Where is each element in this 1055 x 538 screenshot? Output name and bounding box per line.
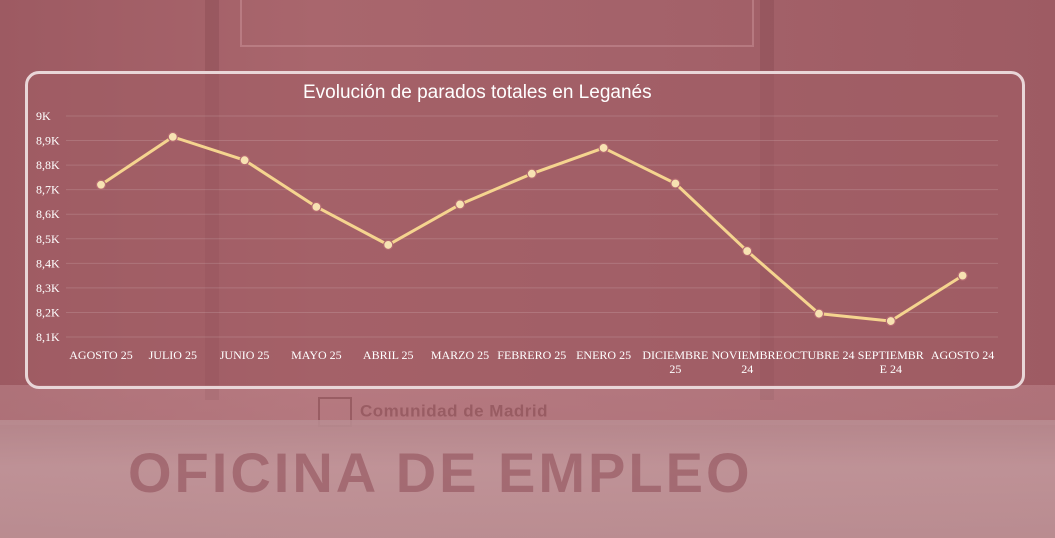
y-tick-label: 8,1K [36, 330, 60, 344]
y-axis-ticks: 8,1K 8,2K 8,3K 8,4K 8,5K 8,6K 8,7K 8,8K 8,9K 9K [36, 109, 60, 344]
background-band [0, 420, 1055, 538]
y-tick-label: 8,4K [36, 256, 60, 270]
brand-text: Comunidad de Madrid [360, 401, 548, 421]
y-tick-label: 8,8K [36, 158, 60, 172]
data-point[interactable] [526, 168, 537, 179]
y-tick-label: 8,5K [36, 232, 60, 246]
y-tick-label: 8,7K [36, 183, 60, 197]
x-tick-label: OCTUBRE 24 [783, 348, 854, 362]
x-tick-label: ABRIL 25 [363, 348, 414, 362]
data-point[interactable] [167, 131, 178, 142]
background-sign-strip [0, 385, 1055, 425]
background-office-sign: OFICINA DE EMPLEO [128, 441, 753, 504]
x-tick-label: JULIO 25 [149, 348, 197, 362]
data-point[interactable] [454, 199, 466, 210]
x-tick-label: JUNIO 25 [220, 348, 270, 362]
data-point[interactable] [957, 270, 968, 281]
series-line [100, 135, 964, 323]
chart-panel [25, 71, 1025, 389]
data-point[interactable] [813, 308, 825, 319]
x-tick-label: ENERO 25 [576, 348, 631, 362]
y-tick-label: 8,2K [36, 305, 60, 319]
background-window-frame [240, 0, 754, 47]
data-point[interactable] [239, 155, 250, 166]
x-tick-label: NOVIEMBRE 24 [712, 348, 783, 376]
x-tick-label: SEPTIEMBR E 24 [858, 348, 924, 376]
data-point[interactable] [598, 142, 609, 154]
x-tick-label: DICIEMBRE 25 [642, 348, 708, 376]
chart-grid [66, 115, 998, 338]
y-tick-label: 8,3K [36, 281, 60, 295]
data-point[interactable] [95, 179, 107, 190]
data-point[interactable] [311, 201, 322, 212]
data-point[interactable] [885, 315, 896, 327]
x-tick-label: MAYO 25 [291, 348, 342, 362]
x-tick-label: AGOSTO 25 [69, 348, 132, 362]
y-tick-label: 9K [36, 109, 51, 123]
data-point[interactable] [742, 245, 753, 257]
y-tick-label: 8,6K [36, 207, 60, 221]
x-axis-ticks: AGOSTO 25 JULIO 25 JUNIO 25 MAYO 25 ABRIL 25… [69, 348, 994, 376]
y-tick-label: 8,9K [36, 134, 60, 148]
x-tick-label: AGOSTO 24 [931, 348, 994, 362]
chart-series [95, 131, 968, 327]
x-tick-label: FEBRERO 25 [497, 348, 566, 362]
chart-title: Evolución de parados totales en Leganés [303, 82, 652, 103]
data-point[interactable] [383, 239, 394, 251]
x-tick-label: MARZO 25 [431, 348, 489, 362]
data-point[interactable] [670, 178, 681, 189]
